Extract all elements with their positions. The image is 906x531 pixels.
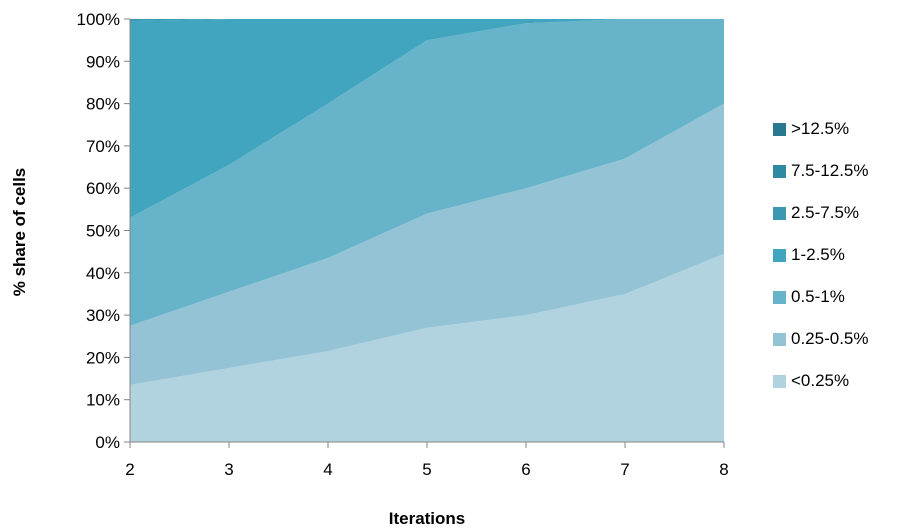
y-tick-label: 80% xyxy=(86,95,120,114)
legend-swatch xyxy=(773,249,786,262)
y-tick-label: 40% xyxy=(86,264,120,283)
x-tick-label: 3 xyxy=(224,460,233,479)
legend-swatch xyxy=(773,291,786,304)
legend-swatch xyxy=(773,165,786,178)
y-tick-label: 0% xyxy=(95,433,120,452)
area-series-group xyxy=(130,19,724,442)
legend-label: 7.5-12.5% xyxy=(791,161,869,180)
y-tick-label: 70% xyxy=(86,137,120,156)
x-tick-label: 2 xyxy=(125,460,134,479)
area-series-4 xyxy=(130,19,724,22)
area-series-3 xyxy=(130,19,724,218)
x-tick-label: 6 xyxy=(521,460,530,479)
x-axis-title: Iterations xyxy=(389,509,466,528)
y-tick-label: 20% xyxy=(86,348,120,367)
axes-group xyxy=(124,18,725,448)
legend-label: 0.25-0.5% xyxy=(791,329,869,348)
area-series-1 xyxy=(130,103,724,385)
y-tick-label: 50% xyxy=(86,222,120,241)
area-series-0 xyxy=(130,253,724,442)
y-tick-label: 10% xyxy=(86,391,120,410)
legend-label: 2.5-7.5% xyxy=(791,203,860,222)
y-axis-title: % share of cells xyxy=(10,168,29,297)
y-tick-label: 60% xyxy=(86,179,120,198)
legend-swatch xyxy=(773,123,786,136)
x-tick-label: 7 xyxy=(620,460,629,479)
x-tick-labels: 2 3 4 5 6 7 8 xyxy=(125,460,728,479)
legend-swatch xyxy=(773,207,786,220)
y-tick-label: 30% xyxy=(86,306,120,325)
area-series-2 xyxy=(130,19,724,326)
y-tick-label: 90% xyxy=(86,52,120,71)
legend-label: 0.5-1% xyxy=(791,287,845,306)
y-tick-labels: 0% 10% 20% 30% 40% 50% 60% 70% 80% 90% 100% xyxy=(77,10,120,452)
legend-swatch xyxy=(773,375,786,388)
legend-label: >12.5% xyxy=(791,119,850,138)
x-tick-label: 8 xyxy=(719,460,728,479)
legend-label: 1-2.5% xyxy=(791,245,845,264)
legend-label: <0.25% xyxy=(791,371,850,390)
x-tick-label: 5 xyxy=(422,460,431,479)
y-tick-label: 100% xyxy=(77,10,120,29)
x-tick-label: 4 xyxy=(323,460,332,479)
legend-swatch xyxy=(773,333,786,346)
